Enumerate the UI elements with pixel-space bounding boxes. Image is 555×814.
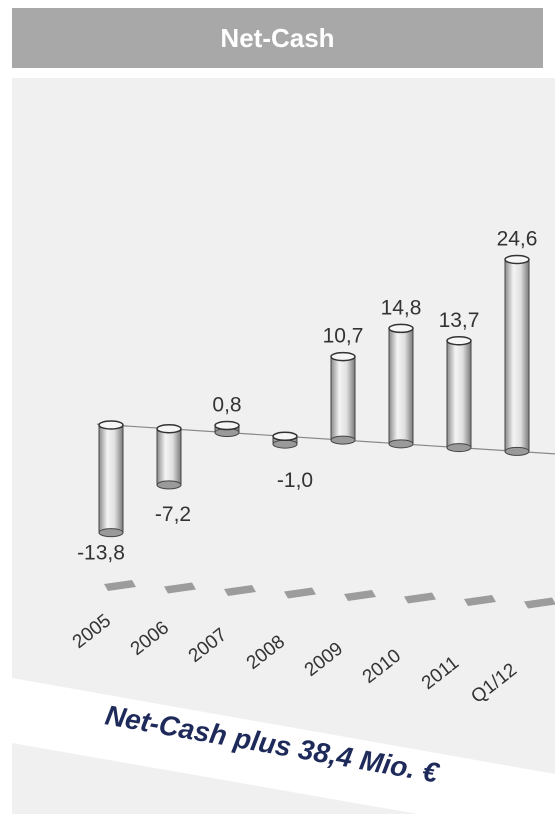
value-label: 14,8	[381, 296, 422, 319]
bar-2006	[156, 424, 182, 490]
category-label: 2006	[127, 617, 173, 660]
bar-bottom-cap	[272, 439, 298, 449]
chart-title: Net-Cash	[220, 22, 335, 53]
bar-2010	[388, 323, 414, 449]
bar-body	[388, 327, 414, 445]
bar-body	[98, 424, 124, 534]
floor-shadows	[104, 580, 555, 609]
value-label: 13,7	[439, 309, 480, 332]
value-label: 24,6	[497, 228, 538, 251]
bar-2011	[446, 336, 472, 453]
floor-shadow	[464, 595, 496, 606]
category-label: 2005	[69, 610, 115, 653]
bar-2009	[330, 351, 356, 445]
bar-top-cap	[272, 431, 298, 442]
category-label: 2007	[185, 624, 231, 667]
bar-bottom-cap	[446, 443, 472, 453]
floor-shadow	[344, 590, 376, 601]
bar-2008	[272, 431, 298, 449]
bar-2007	[214, 420, 240, 438]
floor-shadow	[224, 585, 256, 596]
bar-bottom-cap	[388, 439, 414, 449]
bar-bottom-cap	[98, 528, 124, 538]
category-label: 2008	[243, 631, 289, 674]
floor-shadow	[104, 580, 136, 591]
category-labels-group: 2005 2006 2007 2008 2009 2010 2011 Q1/12	[69, 610, 521, 707]
bar-body	[330, 356, 356, 441]
bar-bottom-cap	[504, 446, 530, 456]
value-labels-group: -13,8 -7,2 0,8 -1,0 10,7 14,8 13,7 24,6	[77, 228, 537, 565]
value-label: 10,7	[323, 325, 364, 348]
bar-body	[504, 259, 530, 452]
bar-bottom-cap	[156, 480, 182, 490]
bar-top-cap	[98, 420, 124, 430]
category-label: Q1/12	[467, 659, 521, 707]
floor-shadow	[164, 582, 196, 594]
value-label: -7,2	[155, 503, 191, 526]
category-label: 2009	[301, 638, 347, 681]
bar-top-cap	[156, 424, 182, 434]
bar-top-cap	[388, 323, 414, 334]
bar-top-cap	[504, 254, 530, 265]
value-label: -1,0	[277, 469, 313, 492]
floor-shadow	[284, 587, 316, 599]
banner-lower-panel	[12, 743, 555, 814]
value-label: -13,8	[77, 542, 125, 565]
bars-group	[98, 254, 530, 538]
value-label: 0,8	[212, 394, 241, 417]
bar-body	[156, 428, 182, 486]
chart-header: Net-Cash	[12, 8, 543, 68]
floor-shadow	[524, 597, 555, 609]
bar-top-cap	[446, 336, 472, 346]
bar-Q1/12	[504, 254, 530, 456]
bar-top-cap	[330, 351, 356, 362]
bar-body	[446, 340, 472, 449]
category-label: 2011	[418, 652, 463, 694]
bar-2005	[98, 420, 124, 538]
bar-top-cap	[214, 420, 240, 431]
net-cash-bar-chart: -13,8-7,20,8-1,010,714,813,724,6 2005 200…	[12, 228, 555, 814]
floor-shadow	[404, 592, 436, 604]
chart-area: -13,8 -7,2 0,8 -1,0 10,7 14,8 13,7 24,6 2005 200…	[12, 78, 555, 814]
category-label: 2010	[359, 645, 405, 688]
bar-bottom-cap	[330, 435, 356, 445]
